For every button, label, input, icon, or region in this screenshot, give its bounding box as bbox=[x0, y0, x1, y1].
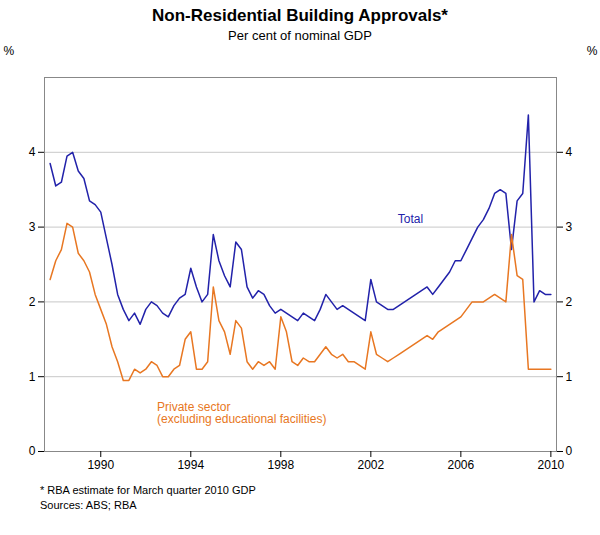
html-text:Non-Residential Building Appro: Non-Residential Building Approvals* bbox=[152, 6, 448, 25]
svg-text:1: 1 bbox=[29, 370, 36, 384]
svg-text:3: 3 bbox=[29, 220, 36, 234]
svg-text:1990: 1990 bbox=[87, 458, 114, 472]
svg-text:4: 4 bbox=[29, 145, 36, 159]
svg-text:2: 2 bbox=[29, 295, 36, 309]
svg-text:3: 3 bbox=[566, 220, 573, 234]
html-text:Sources: ABS; RBA: Sources: ABS; RBA bbox=[40, 499, 137, 511]
svg-text:4: 4 bbox=[566, 145, 573, 159]
svg-text:2002: 2002 bbox=[357, 458, 384, 472]
svg-text:2010: 2010 bbox=[538, 458, 565, 472]
svg-text:Total: Total bbox=[398, 212, 423, 226]
html-text:* RBA estimate for March quart: * RBA estimate for March quarter 2010 GD… bbox=[40, 484, 256, 496]
svg-text:Private sector(excluding educa: Private sector(excluding educational fac… bbox=[157, 400, 326, 426]
svg-text:1994: 1994 bbox=[177, 458, 204, 472]
svg-text:0: 0 bbox=[566, 444, 573, 458]
svg-text:2: 2 bbox=[566, 295, 573, 309]
html-text:Per cent of nominal GDP: Per cent of nominal GDP bbox=[228, 28, 372, 43]
svg-text:%: % bbox=[587, 44, 598, 58]
svg-text:%: % bbox=[4, 44, 15, 58]
svg-text:2006: 2006 bbox=[448, 458, 475, 472]
svg-text:0: 0 bbox=[29, 444, 36, 458]
svg-text:1998: 1998 bbox=[267, 458, 294, 472]
svg-text:1: 1 bbox=[566, 370, 573, 384]
